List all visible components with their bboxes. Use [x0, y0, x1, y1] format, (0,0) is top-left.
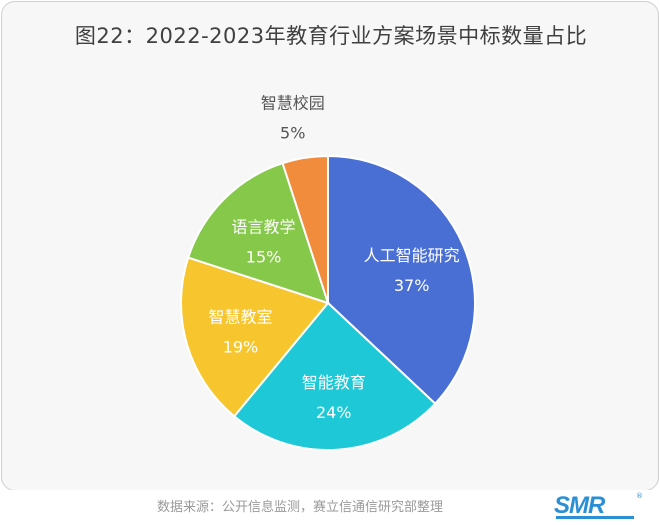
- slice-value-label: 24%: [316, 403, 352, 422]
- slice-value-label: 37%: [394, 276, 430, 295]
- slice-label: 智慧校园: [261, 93, 325, 112]
- slice-label: 语言教学: [232, 218, 296, 237]
- pie-slice: [180, 256, 330, 418]
- chart-title: 图22：2022-2023年教育行业方案场景中标数量占比: [74, 24, 588, 48]
- slice-value-label: 5%: [280, 123, 305, 142]
- slice-label: 人工智能研究: [364, 246, 460, 265]
- smr-logo: SMR ®: [554, 492, 643, 519]
- pie-slice: [327, 154, 476, 406]
- logo-mark: ®: [636, 492, 643, 500]
- footer: 数据来源：公开信息监测，赛立信通信研究部整理 SMR ®: [0, 490, 660, 525]
- pie-chart: 人工智能研究 37% 智能教育 24% 智慧教室 19% 语言教学 15% 智慧校园 5%: [180, 93, 476, 451]
- logo-underline: [556, 516, 634, 519]
- logo-text: SMR: [554, 492, 605, 519]
- data-source-note: 数据来源：公开信息监测，赛立信通信研究部整理: [156, 500, 443, 515]
- slice-value-label: 19%: [223, 337, 259, 356]
- slice-label: 智慧教室: [208, 307, 272, 326]
- chart-card: 图22：2022-2023年教育行业方案场景中标数量占比 人工智能研究 37% 智能…: [1, 1, 659, 491]
- slice-value-label: 15%: [246, 248, 282, 267]
- pie-slice: [281, 154, 329, 304]
- slice-label: 智能教育: [302, 373, 366, 392]
- pie-slice: [232, 301, 437, 451]
